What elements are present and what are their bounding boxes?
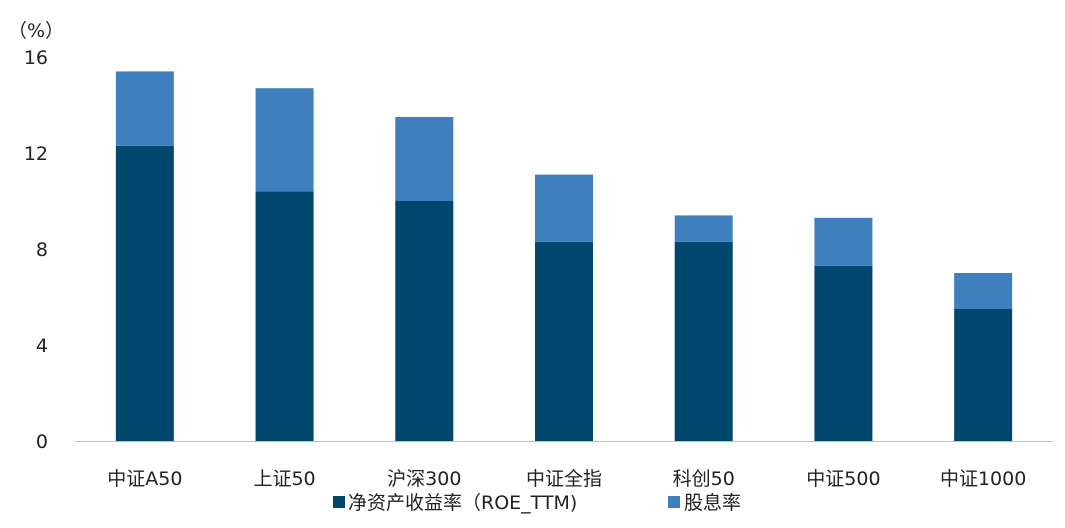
bar-segment-roe [535,241,593,441]
x-tick-label: 科创50 [673,468,735,490]
y-tick-label: 16 [24,47,48,69]
x-axis-labels: 中证A50 上证50 沪深300 中证全指 科创50 中证500 中证1000 [107,468,1026,490]
bar-segment-dividend-yield [954,273,1013,309]
bar-segment-dividend-yield [535,174,593,242]
legend-swatch-roe [333,496,345,508]
y-tick-label: 0 [36,431,48,453]
bar-segment-dividend-yield [814,217,873,266]
legend-label-dividend-yield: 股息率 [684,492,741,514]
y-axis-unit-label: （%） [8,20,64,42]
bar-segment-roe [954,309,1013,441]
bar-segment-roe [255,191,314,441]
bar-segment-dividend-yield [255,88,314,192]
x-tick-label: 中证全指 [526,468,602,490]
bar-segment-dividend-yield [674,215,733,242]
bar-segment-dividend-yield [115,71,174,146]
x-tick-label: 上证50 [253,468,315,490]
x-tick-label: 中证500 [806,468,880,490]
legend: 净资产收益率（ROE_TTM) 股息率 [333,492,741,514]
bar-segment-dividend-yield [395,117,454,201]
y-axis-ticks: 0 4 8 12 16 [24,47,48,453]
x-tick-label: 中证1000 [940,468,1026,490]
bars-group [115,71,1013,442]
bar-segment-roe [115,145,174,442]
x-tick-label: 中证A50 [107,468,182,490]
bar-segment-roe [814,265,873,441]
y-tick-label: 8 [36,239,48,261]
legend-swatch-dividend-yield [668,496,680,508]
bar-segment-roe [674,241,733,441]
bar-segment-roe [395,201,454,441]
y-tick-label: 4 [36,335,48,357]
y-tick-label: 12 [24,143,48,165]
legend-label-roe: 净资产收益率（ROE_TTM) [348,492,577,514]
x-tick-label: 沪深300 [387,468,461,490]
